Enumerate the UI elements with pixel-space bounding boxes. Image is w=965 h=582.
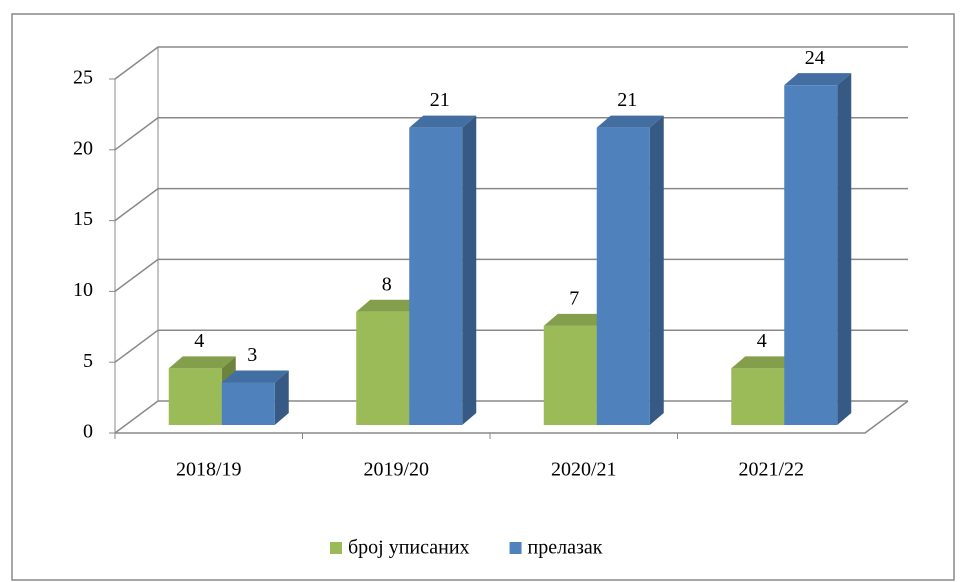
bar-side [274,370,289,425]
bar [784,73,852,425]
data-label: 7 [569,287,579,309]
data-label: 4 [757,330,767,352]
data-label: 21 [430,89,450,111]
bar [221,370,289,425]
bar-side [462,115,477,425]
bar-front [596,127,650,425]
x-tick-label: 2020/21 [551,459,617,481]
x-tick-label: 2019/20 [363,459,429,481]
data-label: 21 [617,89,637,111]
y-tick-label: 5 [83,350,93,372]
y-tick-label: 15 [73,208,93,230]
legend-swatch [509,542,522,554]
grid-line [114,46,908,80]
bar-front [784,85,838,425]
bar-front [543,325,597,425]
bar-front [168,368,222,425]
bar-top [168,356,236,369]
bar-front [409,127,463,425]
y-tick-label: 0 [83,421,93,443]
bar [596,115,664,425]
bar-front [221,382,275,425]
bar-side [837,73,852,425]
bar-front [356,311,410,425]
bar-front [731,368,785,425]
data-label: 4 [194,330,204,352]
data-label: 8 [382,273,392,295]
bar-top [731,356,799,369]
bar-top [221,370,289,383]
y-tick-label: 25 [73,67,93,89]
bar-top [543,313,611,326]
floor-edge [115,400,909,434]
bar [409,115,477,425]
legend-swatch [330,542,342,554]
x-tick-label: 2018/19 [176,459,242,481]
y-tick-label: 10 [73,279,93,301]
data-label: 3 [247,344,257,366]
y-tick-label: 20 [73,137,93,159]
legend-label: прелазак [528,537,603,559]
bar-top [409,115,477,128]
legend-label: број уписаних [348,537,470,559]
bar-top [596,115,664,128]
data-label: 24 [805,47,825,69]
bar-top [356,299,424,312]
bar-side [649,115,664,425]
x-tick-label: 2021/22 [738,459,804,481]
bar-top [784,73,852,86]
